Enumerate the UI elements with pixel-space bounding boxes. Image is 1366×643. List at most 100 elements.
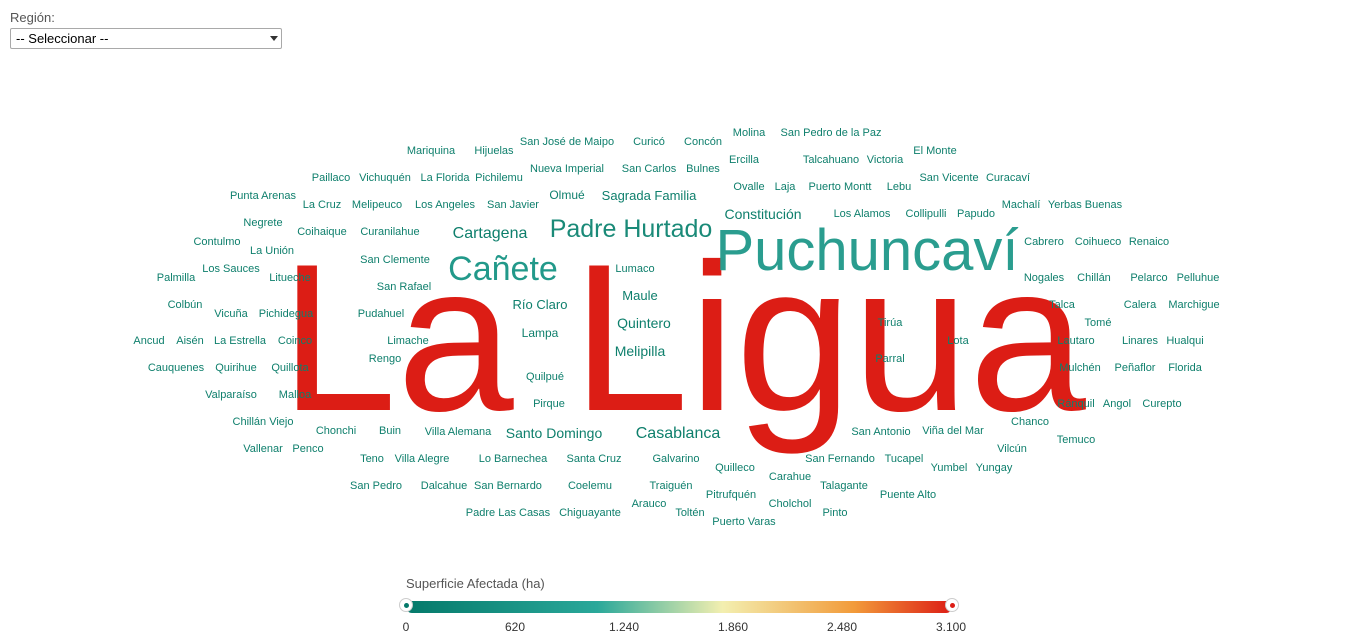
small-word-0[interactable]: Mariquina [407,145,456,157]
small-word-84[interactable]: Chillán Viejo [233,416,294,428]
word-7[interactable]: Casablanca [636,425,721,442]
small-word-99[interactable]: Galvarino [652,453,699,465]
small-word-119[interactable]: Pinto [822,507,847,519]
small-word-101[interactable]: San Fernando [805,453,875,465]
small-word-33[interactable]: Collipulli [906,208,947,220]
word-3[interactable]: Cañete [448,250,558,288]
small-word-113[interactable]: Pitrufquén [706,489,756,501]
small-word-110[interactable]: Traiguén [649,480,692,492]
small-word-35[interactable]: Machalí [1002,199,1041,211]
word-15[interactable]: Olmué [549,188,585,202]
small-word-29[interactable]: Negrete [243,217,282,229]
small-word-40[interactable]: Coihueco [1075,236,1121,248]
small-word-20[interactable]: Melipeuco [352,199,402,211]
small-word-107[interactable]: Dalcahue [421,480,467,492]
small-word-53[interactable]: Pichidegua [259,308,314,320]
small-word-9[interactable]: Vichuquén [359,172,411,184]
small-word-46[interactable]: Nogales [1024,272,1065,284]
small-word-45[interactable]: Litueche [269,272,311,284]
small-word-74[interactable]: Mulchén [1059,362,1101,374]
small-word-21[interactable]: Los Angeles [415,199,475,211]
small-word-111[interactable]: Talagante [820,480,868,492]
small-word-81[interactable]: Ránquil [1057,398,1094,410]
small-word-116[interactable]: Padre Las Casas [466,507,551,519]
small-word-76[interactable]: Florida [1168,362,1203,374]
small-word-64[interactable]: Limache [387,335,429,347]
small-word-104[interactable]: Yungay [976,462,1013,474]
small-word-48[interactable]: Pelarco [1130,272,1167,284]
small-word-83[interactable]: Curepto [1142,398,1181,410]
small-word-26[interactable]: Lebu [887,181,911,193]
small-word-96[interactable]: Villa Alegre [395,453,450,465]
word-14[interactable]: Lumaco [615,263,654,275]
word-0[interactable]: La Ligua [280,220,1086,455]
small-word-10[interactable]: La Florida [421,172,471,184]
small-word-56[interactable]: Calera [1124,299,1157,311]
small-word-77[interactable]: Quilpué [526,371,564,383]
small-word-62[interactable]: La Estrella [214,335,267,347]
small-word-91[interactable]: Vallenar [243,443,283,455]
small-word-14[interactable]: Bulnes [686,163,720,175]
small-word-114[interactable]: Arauco [632,498,667,510]
small-word-89[interactable]: Viña del Mar [922,425,984,437]
small-word-105[interactable]: Carahue [769,471,811,483]
small-word-2[interactable]: San José de Maipo [520,136,614,148]
small-word-70[interactable]: Parral [875,353,904,365]
small-word-32[interactable]: Los Alamos [834,208,891,220]
small-word-82[interactable]: Angol [1103,398,1131,410]
small-word-106[interactable]: San Pedro [350,480,402,492]
small-word-72[interactable]: Quirihue [215,362,257,374]
small-word-41[interactable]: Renaico [1129,236,1169,248]
small-word-118[interactable]: Toltén [675,507,704,519]
small-word-50[interactable]: San Rafael [377,281,431,293]
small-word-102[interactable]: Tucapel [885,453,924,465]
small-word-28[interactable]: Curacaví [986,172,1030,184]
legend-max-handle[interactable] [945,598,959,612]
small-word-4[interactable]: Concón [684,136,722,148]
small-word-55[interactable]: Talca [1049,299,1076,311]
small-word-25[interactable]: Puerto Montt [809,181,872,193]
small-word-8[interactable]: Paillaco [312,172,351,184]
small-word-24[interactable]: Laja [775,181,797,193]
small-word-61[interactable]: Aisén [176,335,204,347]
small-word-85[interactable]: Chonchi [316,425,356,437]
small-word-30[interactable]: Coihaique [297,226,347,238]
small-word-59[interactable]: Tomé [1085,317,1112,329]
word-4[interactable]: Cartagena [453,225,528,242]
small-word-51[interactable]: Colbún [168,299,203,311]
small-word-109[interactable]: Coelemu [568,480,612,492]
small-word-63[interactable]: Coinco [278,335,312,347]
small-word-17[interactable]: Victoria [867,154,904,166]
small-word-18[interactable]: Punta Arenas [230,190,297,202]
small-word-95[interactable]: Teno [360,453,384,465]
small-word-88[interactable]: San Antonio [851,426,910,438]
small-word-7[interactable]: El Monte [913,145,956,157]
small-word-73[interactable]: Quillota [271,362,309,374]
small-word-100[interactable]: Quilleco [715,462,755,474]
small-word-75[interactable]: Peñaflor [1115,362,1156,374]
word-11[interactable]: Sagrada Familia [602,188,697,203]
small-word-79[interactable]: Malloa [279,389,312,401]
small-word-23[interactable]: Ovalle [733,181,764,193]
small-word-52[interactable]: Vicuña [214,308,248,320]
small-word-60[interactable]: Ancud [133,335,164,347]
small-word-67[interactable]: Linares [1122,335,1159,347]
small-word-22[interactable]: San Javier [487,199,539,211]
small-word-92[interactable]: Penco [292,443,323,455]
word-1[interactable]: Puchuncaví [715,218,1018,283]
small-word-12[interactable]: Nueva Imperial [530,163,604,175]
word-12[interactable]: Río Claro [513,297,568,312]
small-word-68[interactable]: Hualqui [1166,335,1203,347]
small-word-54[interactable]: Pudahuel [358,308,405,320]
small-word-120[interactable]: Puerto Varas [712,516,776,528]
small-word-31[interactable]: Curanilahue [360,226,419,238]
legend-min-handle[interactable] [399,598,413,612]
small-word-36[interactable]: Yerbas Buenas [1048,199,1123,211]
small-word-16[interactable]: Talcahuano [803,154,859,166]
word-2[interactable]: Padre Hurtado [550,215,713,243]
small-word-103[interactable]: Yumbel [931,462,968,474]
word-13[interactable]: Lampa [522,326,559,340]
small-word-117[interactable]: Chiguayante [559,507,621,519]
small-word-80[interactable]: Pirque [533,398,565,410]
word-6[interactable]: Quintero [617,315,671,331]
